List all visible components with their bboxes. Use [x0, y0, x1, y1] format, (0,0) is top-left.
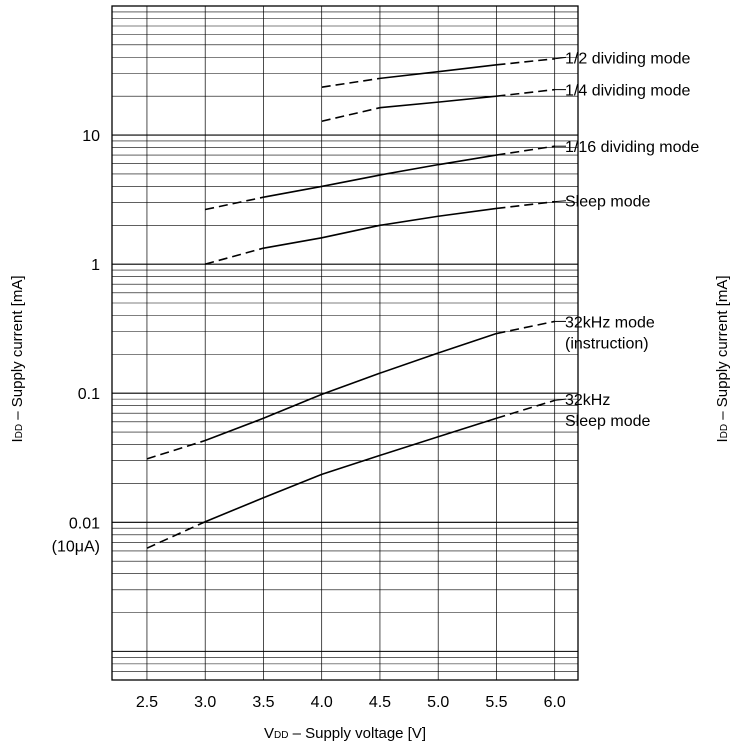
- series-line-segment: [204, 247, 264, 265]
- series-line-segment: [379, 70, 439, 80]
- series-line-segment: [379, 215, 439, 227]
- series-0: 1/2 dividing mode: [321, 50, 691, 88]
- series-label: 1/16 dividing mode: [565, 139, 699, 156]
- series-line-segment: [321, 224, 381, 239]
- x-tick-label: 3.0: [194, 694, 216, 711]
- series-line-segment: [438, 64, 497, 73]
- series-line-segment: [321, 454, 381, 476]
- series-line-segment: [146, 439, 206, 460]
- y-tick-label: 1: [91, 257, 100, 274]
- x-axis-title: VDD – Supply voltage [V]: [264, 725, 426, 742]
- series-line-segment: [321, 174, 381, 188]
- series-label: 1/2 dividing mode: [565, 50, 691, 67]
- series-line-segment: [379, 163, 439, 176]
- series-line-segment: [437, 417, 497, 438]
- series-line-segment: [496, 145, 555, 156]
- series-line-segment: [496, 320, 555, 335]
- series-line-segment: [496, 57, 555, 66]
- series-line-segment: [496, 88, 555, 98]
- series-label-leader: [554, 56, 567, 60]
- x-tick-label: 6.0: [544, 694, 566, 711]
- series-label: 32kHz: [565, 392, 610, 409]
- y-tick-labels: 10 1 0.1 0.01 (10μA): [52, 128, 100, 555]
- series-line-segment: [496, 399, 555, 420]
- series-line-segment: [205, 196, 264, 211]
- series-line-segment: [321, 77, 381, 88]
- series-line-segment: [321, 372, 381, 396]
- y-tick-label: 0.01: [69, 515, 100, 532]
- series-line-segment: [146, 521, 206, 549]
- series-line-segment: [438, 154, 497, 166]
- curves: 1/2 dividing mode 1/4 dividing mode 1/16 d…: [146, 50, 699, 549]
- series-label: 32kHz mode: [565, 314, 655, 331]
- x-tick-label: 2.5: [136, 694, 158, 711]
- series-line-segment: [496, 200, 555, 210]
- series-label-leader: [554, 200, 567, 203]
- series-line-segment: [263, 237, 322, 249]
- series-line-segment: [379, 352, 439, 374]
- x-tick-label: 4.5: [369, 694, 391, 711]
- series-4: 32kHz mode (instruction): [146, 314, 655, 460]
- y-axis-title-right: IDD – Supply current [mA]: [714, 275, 731, 442]
- grid: [112, 5, 578, 681]
- plot-frame: [111, 5, 579, 681]
- series-2: 1/16 dividing mode: [205, 139, 699, 211]
- series-label: Sleep mode: [565, 194, 650, 211]
- series-line-segment: [438, 207, 497, 218]
- x-tick-label: 5.0: [427, 694, 449, 711]
- series-line-segment: [263, 185, 322, 199]
- y-tick-label: 10: [82, 128, 100, 145]
- series-line-segment: [204, 417, 264, 442]
- series-label: 1/4 dividing mode: [565, 83, 691, 100]
- y-axis-title-left: IDD – Supply current [mA]: [9, 275, 26, 442]
- series-line-segment: [379, 101, 439, 109]
- series-1: 1/4 dividing mode: [321, 83, 691, 123]
- series-line-segment: [263, 473, 322, 499]
- series-line-segment: [204, 496, 264, 523]
- x-tick-labels: 2.5 3.0 3.5 4.0 4.5 5.0 5.5 6.0: [136, 694, 566, 711]
- series-line-segment: [438, 95, 497, 103]
- series-line-segment: [321, 106, 381, 123]
- series-label: (instruction): [565, 335, 649, 352]
- series-line-segment: [437, 332, 497, 354]
- y-tick-label: 0.1: [78, 386, 100, 403]
- x-tick-label: 3.5: [252, 694, 274, 711]
- series-label: Sleep mode: [565, 413, 650, 430]
- series-line-segment: [263, 393, 323, 419]
- series-label-leader: [554, 398, 567, 401]
- x-tick-label: 5.5: [485, 694, 507, 711]
- series-line-segment: [379, 435, 439, 457]
- series-5: 32kHz Sleep mode: [146, 392, 650, 549]
- series-3: Sleep mode: [204, 194, 650, 265]
- y-tick-label: (10μA): [52, 538, 100, 555]
- x-tick-label: 4.0: [311, 694, 333, 711]
